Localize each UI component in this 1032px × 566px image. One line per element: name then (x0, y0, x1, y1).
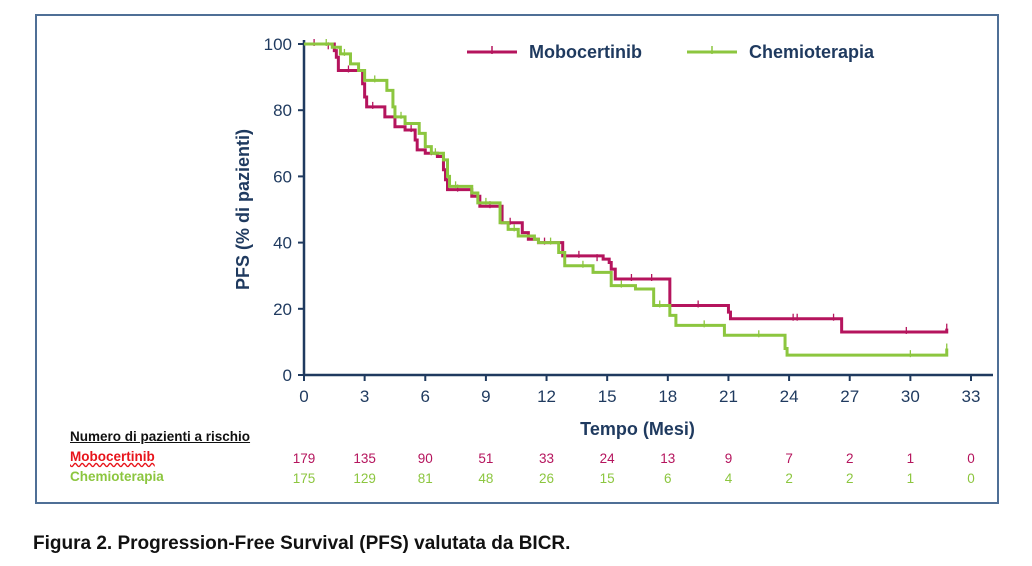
chart-axes: 0 20 40 60 80 100 0 3 6 9 12 15 18 21 24 27 30 33 Tempo (M… (233, 35, 993, 439)
figure-frame: 0 20 40 60 80 100 0 3 6 9 12 15 18 21 24 27 30 33 Tempo (M… (35, 14, 999, 504)
x-tick-label: 15 (598, 387, 617, 406)
risk-count-chemioterapia: 2 (785, 471, 793, 486)
legend-label-mobocertinib: Mobocertinib (529, 42, 642, 62)
risk-count-mobocertinib: 51 (478, 451, 493, 466)
x-tick-label: 9 (481, 387, 490, 406)
risk-table-counts: 179 135 90 51 33 24 13 9 7 2 1 0 175 129 81 48 26 15 6 4 2 2 1… (293, 451, 975, 486)
risk-count-mobocertinib: 135 (353, 451, 376, 466)
x-tick-label: 18 (658, 387, 677, 406)
risk-count-chemioterapia: 15 (600, 471, 615, 486)
x-tick-label: 0 (299, 387, 308, 406)
risk-count-chemioterapia: 81 (418, 471, 433, 486)
y-axis-label: PFS (% di pazienti) (233, 129, 253, 290)
y-tick-label: 80 (273, 101, 292, 120)
series-line-chemioterapia (304, 42, 949, 357)
x-axis-label: Tempo (Mesi) (580, 419, 695, 439)
x-tick-label: 30 (901, 387, 920, 406)
risk-row-label-chemioterapia: Chemioterapia (70, 469, 164, 484)
legend-label-chemioterapia: Chemioterapia (749, 42, 875, 62)
risk-count-chemioterapia: 0 (967, 471, 975, 486)
risk-count-chemioterapia: 1 (907, 471, 915, 486)
x-tick-label: 24 (780, 387, 799, 406)
x-tick-label: 12 (537, 387, 556, 406)
x-tick-label: 6 (421, 387, 430, 406)
y-tick-label: 40 (273, 234, 292, 253)
risk-count-mobocertinib: 179 (293, 451, 316, 466)
y-tick-label: 60 (273, 167, 292, 186)
risk-row-label-mobocertinib: Mobocertinib (70, 449, 155, 464)
x-tick-label: 3 (360, 387, 369, 406)
risk-count-mobocertinib: 7 (785, 451, 793, 466)
risk-count-mobocertinib: 33 (539, 451, 554, 466)
figure-caption: Figura 2. Progression-Free Survival (PFS… (33, 533, 571, 554)
risk-count-chemioterapia: 6 (664, 471, 672, 486)
x-tick-label: 21 (719, 387, 738, 406)
x-tick-label: 33 (962, 387, 981, 406)
risk-count-mobocertinib: 9 (725, 451, 733, 466)
risk-count-chemioterapia: 2 (846, 471, 854, 486)
series-line-mobocertinib (304, 42, 949, 334)
risk-count-mobocertinib: 0 (967, 451, 975, 466)
series-layer (304, 39, 949, 358)
risk-count-chemioterapia: 26 (539, 471, 554, 486)
chart-legend: Mobocertinib Chemioterapia (467, 42, 875, 62)
risk-count-chemioterapia: 175 (293, 471, 316, 486)
risk-table-header: Numero di pazienti a rischio (70, 429, 251, 444)
risk-count-mobocertinib: 1 (907, 451, 915, 466)
x-tick-label: 27 (840, 387, 859, 406)
y-tick-label: 100 (264, 35, 292, 54)
risk-count-mobocertinib: 90 (418, 451, 433, 466)
risk-count-chemioterapia: 129 (353, 471, 376, 486)
y-tick-label: 20 (273, 300, 292, 319)
y-tick-label: 0 (283, 366, 292, 385)
risk-count-chemioterapia: 48 (478, 471, 493, 486)
risk-count-chemioterapia: 4 (725, 471, 733, 486)
risk-count-mobocertinib: 24 (600, 451, 616, 466)
risk-count-mobocertinib: 2 (846, 451, 854, 466)
risk-count-mobocertinib: 13 (660, 451, 675, 466)
